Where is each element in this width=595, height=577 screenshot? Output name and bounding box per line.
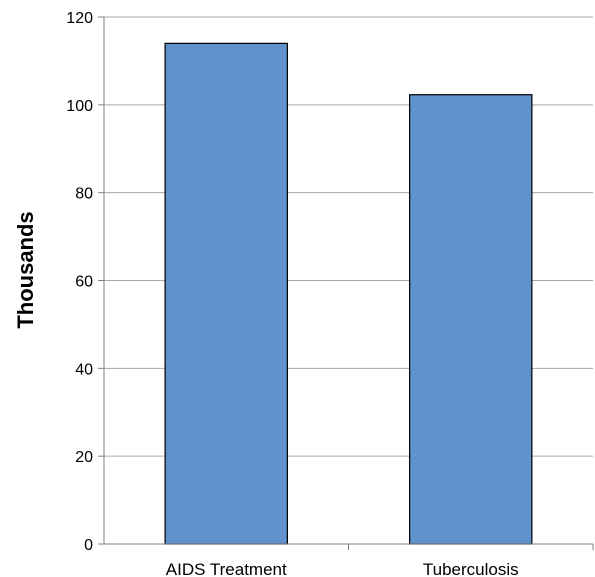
y-tick-label: 100	[66, 98, 93, 115]
y-tick-label: 40	[75, 361, 93, 378]
x-tick-label: AIDS Treatment	[166, 560, 287, 577]
bars	[164, 42, 533, 545]
y-tick-label: 0	[84, 537, 93, 554]
y-tick-labels: 0 20 40 60 80 100 120	[66, 10, 93, 554]
bar-aids-treatment	[164, 42, 288, 545]
y-tick-label: 20	[75, 449, 93, 466]
axes	[98, 16, 594, 550]
bar-tuberculosis	[409, 94, 533, 545]
y-tick-label: 80	[75, 186, 93, 203]
x-tick-labels: AIDS Treatment Tuberculosis	[166, 560, 519, 577]
y-tick-label: 60	[75, 274, 93, 291]
x-tick-label: Tuberculosis	[423, 560, 519, 577]
y-axis-title: Thousands	[13, 211, 38, 328]
y-tick-label: 120	[66, 10, 93, 27]
